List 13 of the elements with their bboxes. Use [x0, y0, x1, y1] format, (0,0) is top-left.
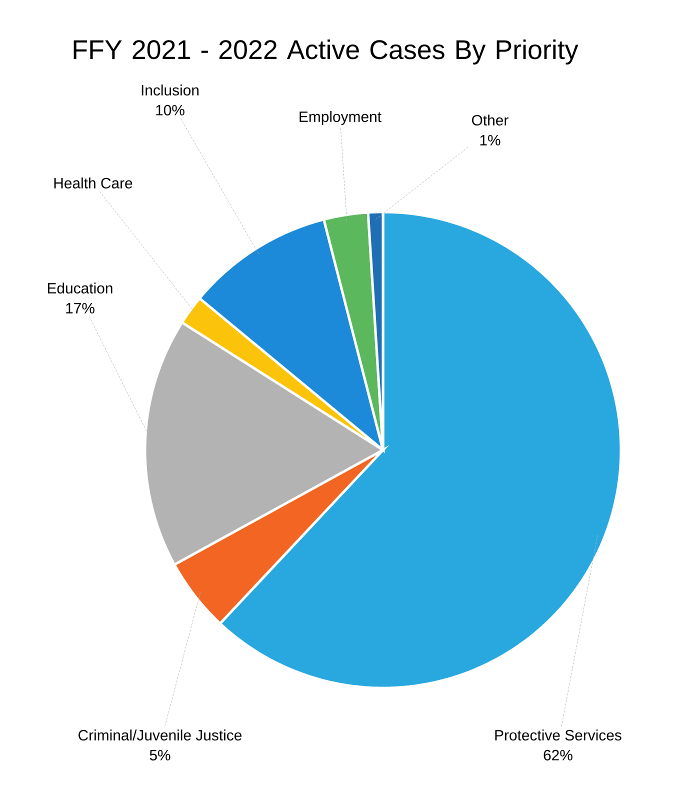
data-label: 1% — [480, 134, 500, 146]
data-label: 5% — [150, 750, 170, 760]
slice-label: Criminal/Juvenile Justice — [78, 730, 242, 741]
data-label: 17% — [66, 302, 94, 314]
chart-title: FFY 2021 - 2022 Active Cases By Priority — [74, 39, 578, 65]
data-label: 10% — [156, 104, 184, 116]
slice-label: Other — [472, 114, 508, 126]
slice-label: Employment — [300, 111, 382, 125]
slice-label: Health Care — [54, 178, 132, 188]
slice-label: Inclusion — [142, 84, 199, 96]
data-label: 62% — [544, 750, 572, 760]
slice-label: Protective Services — [495, 730, 622, 741]
slice-label: Education — [48, 282, 112, 294]
